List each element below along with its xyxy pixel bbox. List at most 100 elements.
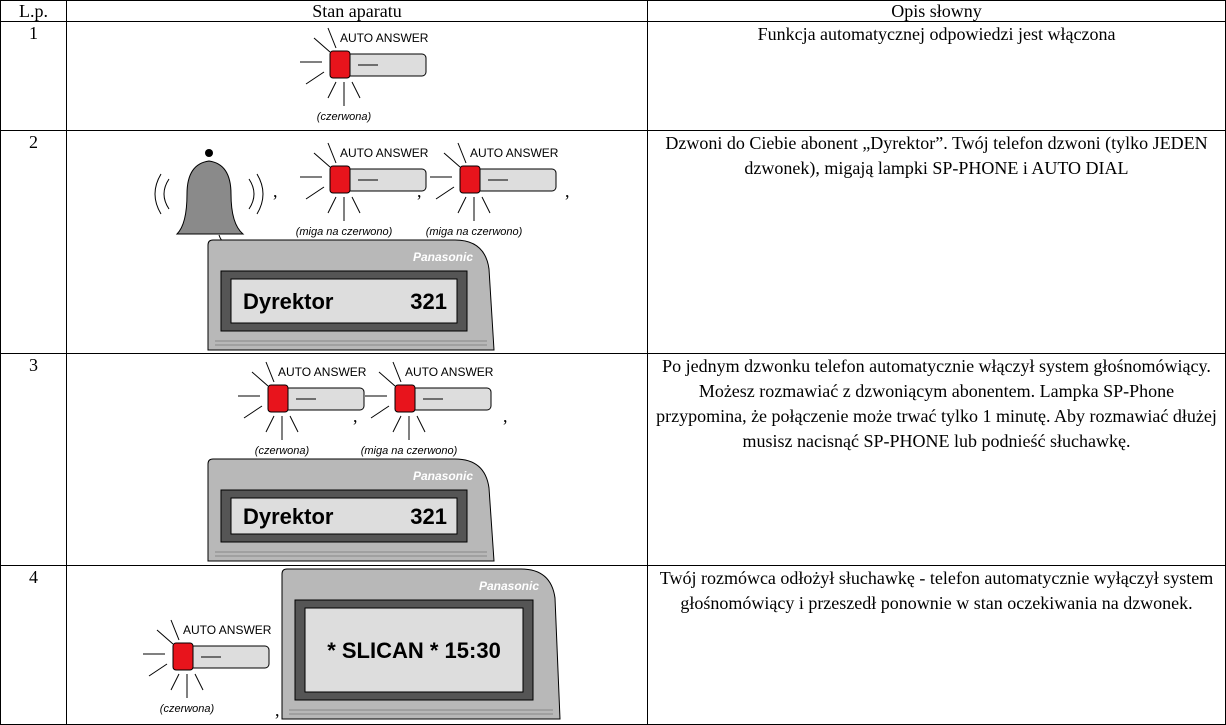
lamp-ray xyxy=(194,673,204,691)
table-row: 3 AUTO ANSWER (czerwona) AUTO ANSWER (miga n… xyxy=(0,353,1226,566)
lamp-ray xyxy=(313,152,331,168)
lamp-ray xyxy=(289,415,299,433)
lamp: AUTO ANSWER (czerwona) xyxy=(238,361,367,457)
lamp: AUTO ANSWER (miga na czerwono) xyxy=(426,142,559,238)
bell-wave xyxy=(154,173,162,215)
lamp: AUTO ANSWER (czerwona) xyxy=(300,27,429,123)
lamp-ray xyxy=(327,27,337,49)
description: Funkcja automatycznej odpowiedzi jest wł… xyxy=(647,21,1226,131)
display: Panasonic Dyrektor 321 xyxy=(207,239,495,351)
bell xyxy=(175,160,245,235)
lamp-button xyxy=(402,387,492,411)
lamp-ray xyxy=(327,196,337,214)
lamp-caption: (czerwona) xyxy=(160,703,215,715)
display-text: Dyrektor xyxy=(243,289,334,314)
lamp-light xyxy=(394,384,416,413)
display-brand: Panasonic xyxy=(413,469,473,483)
display: Panasonic Dyrektor 321 xyxy=(207,458,495,562)
display-text: Dyrektor xyxy=(243,504,334,529)
lamp-ray xyxy=(378,371,396,387)
lamp: AUTO ANSWER (czerwona) xyxy=(143,619,272,715)
separator: , xyxy=(275,700,280,720)
table-row: 1 AUTO ANSWER (czerwona) Funkcja automatycz… xyxy=(0,21,1226,131)
lamp-ray xyxy=(305,71,325,85)
lamp-ray xyxy=(392,415,402,433)
display-screen xyxy=(230,278,458,324)
lamp-ray xyxy=(351,196,361,214)
lamp-caption: (miga na czerwono) xyxy=(361,445,458,457)
lamp-label: AUTO ANSWER xyxy=(340,146,429,160)
device-state: AUTO ANSWER (czerwona), Panasonic * SLICAN … xyxy=(66,565,648,725)
lamp-label: AUTO ANSWER xyxy=(278,365,367,379)
lamp-caption: (czerwona) xyxy=(317,111,372,123)
lamp-ray xyxy=(481,196,491,214)
lamp-button xyxy=(337,53,427,77)
lamp-label: AUTO ANSWER xyxy=(183,623,272,637)
separator: , xyxy=(353,406,358,426)
bell-wave xyxy=(256,173,264,215)
description: Po jednym dzwonku telefon automatycznie … xyxy=(647,353,1226,566)
display-text: 321 xyxy=(410,504,447,529)
lamp-button xyxy=(275,387,365,411)
lamp-ray xyxy=(170,619,180,641)
lamp-ray xyxy=(457,196,467,214)
lamp-light xyxy=(329,165,351,194)
lamp-ray xyxy=(148,663,168,677)
display-screen xyxy=(230,497,458,535)
bell-wave xyxy=(248,178,255,210)
separator: , xyxy=(565,181,570,201)
description: Twój rozmówca odłożył słuchawkę - telefo… xyxy=(647,565,1226,725)
lamp-ray xyxy=(243,405,263,419)
display-text: * SLICAN * 15:30 xyxy=(327,638,501,663)
lamp-label: AUTO ANSWER xyxy=(405,365,494,379)
column-header: Opis słowny xyxy=(647,0,1226,22)
bell-wave xyxy=(163,178,170,210)
display-text: 321 xyxy=(410,289,447,314)
lamp-ray xyxy=(305,186,325,200)
lamp-light xyxy=(329,50,351,79)
lamp-button xyxy=(180,645,270,669)
lamp-light xyxy=(459,165,481,194)
lamp-button xyxy=(337,168,427,192)
lamp-light xyxy=(267,384,289,413)
lamp-ray xyxy=(170,673,180,691)
row-number: 4 xyxy=(0,565,67,725)
display-brand: Panasonic xyxy=(479,579,539,593)
bell-knob xyxy=(205,149,213,157)
lamp-caption: (miga na czerwono) xyxy=(426,226,523,238)
display-brand: Panasonic xyxy=(413,250,473,264)
lamp-ray xyxy=(313,37,331,53)
display: Panasonic * SLICAN * 15:30 xyxy=(281,568,561,720)
row-number: 3 xyxy=(0,353,67,566)
lamp-button xyxy=(467,168,557,192)
lamp-ray xyxy=(327,81,337,99)
lamp-ray xyxy=(370,405,390,419)
device-state: AUTO ANSWER (czerwona) xyxy=(66,21,648,131)
lamp-caption: (czerwona) xyxy=(255,445,310,457)
separator: , xyxy=(503,406,508,426)
lamp-label: AUTO ANSWER xyxy=(340,31,429,45)
lamp-ray xyxy=(251,371,269,387)
lamp-ray xyxy=(351,81,361,99)
description: Dzwoni do Ciebie abonent „Dyrektor”. Twó… xyxy=(647,130,1226,354)
lamp-ray xyxy=(265,361,275,383)
lamp-label: AUTO ANSWER xyxy=(470,146,559,160)
lamp-ray xyxy=(156,629,174,645)
lamp-light xyxy=(172,642,194,671)
lamp: AUTO ANSWER (miga na czerwono) xyxy=(361,361,494,457)
table-row: 2 AUTO ANSWER (miga na czerwono) AUTO ANSWE… xyxy=(0,130,1226,354)
lamp-ray xyxy=(443,152,461,168)
lamp: AUTO ANSWER (miga na czerwono) xyxy=(296,142,429,238)
lamp-ray xyxy=(457,142,467,164)
lamp-ray xyxy=(327,142,337,164)
display-screen xyxy=(304,607,524,693)
column-header: Stan aparatu xyxy=(66,0,648,22)
bell-icon xyxy=(154,149,264,244)
column-header: L.p. xyxy=(0,0,67,22)
separator: , xyxy=(417,181,422,201)
device-state: AUTO ANSWER (miga na czerwono) AUTO ANSWER… xyxy=(66,130,648,354)
row-number: 2 xyxy=(0,130,67,354)
row-number: 1 xyxy=(0,21,67,131)
table-row: 4 AUTO ANSWER (czerwona), Panasonic * SLICAN… xyxy=(0,565,1226,725)
